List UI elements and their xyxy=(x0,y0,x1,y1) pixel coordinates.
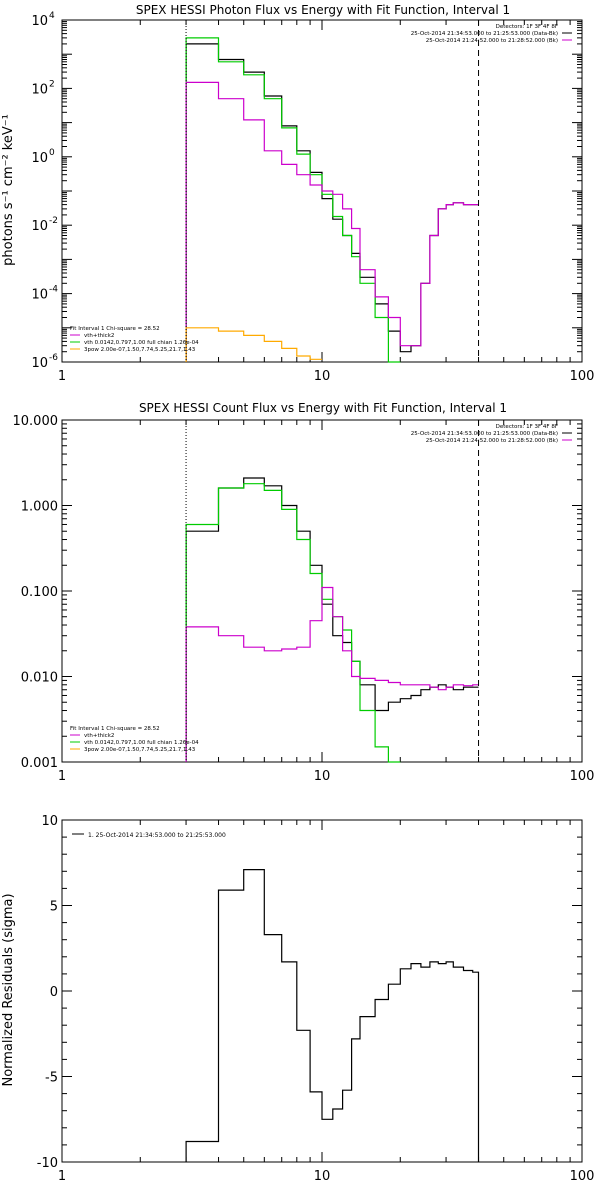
series-line-2 xyxy=(185,483,401,763)
legend-top-item: 25-Oct-2014 21:24:52.000 to 21:28:52.000… xyxy=(426,38,558,44)
x-tick-label: 100 xyxy=(570,369,595,384)
x-tick-label: 10 xyxy=(314,1169,331,1184)
y-tick-label-exponent: 4 xyxy=(49,11,55,21)
legend-bottom-item: 3pow 2.00e-07,1.50,7.74,5.25,21.7,1.43 xyxy=(84,747,196,753)
residual-legend-label: 1. 25-Oct-2014 21:34:53.000 to 21:25:53.… xyxy=(88,832,226,839)
panel-1-series xyxy=(185,37,479,363)
x-tick-label: 1 xyxy=(58,369,66,384)
x-tick-label: 100 xyxy=(570,769,595,784)
y-tick-label: 10 xyxy=(41,814,58,829)
legend-bottom-item: vth+thick2 xyxy=(84,333,114,339)
legend-bottom-item: 3pow 2.00e-07,1.50,7.74,5.25,21.7,1.43 xyxy=(84,347,196,353)
panel-residuals: 1 10 100 -10 -5 0 5 10 1. 25-Oct-2014 21:34:53… xyxy=(1,814,594,1184)
panel-1-x-tick-labels: 1 10 100 xyxy=(58,369,595,384)
legend-bottom-item: vth 0.0142,0.797,1.00 full chian 1.26e-0… xyxy=(84,740,199,746)
x-tick-label: 1 xyxy=(58,769,66,784)
y-tick-label: 10 xyxy=(31,82,48,97)
x-tick-label: 10 xyxy=(314,769,331,784)
y-tick-label-exponent: -2 xyxy=(49,216,58,226)
legend-bottom-item: Fit Interval 1 Chi-square = 28.52 xyxy=(70,326,160,332)
y-tick-label: 1.000 xyxy=(21,500,58,515)
panel-3-y-axis-label: Normalized Residuals (sigma) xyxy=(1,893,16,1086)
legend-top-item: Detectors: 1F 3F 4F 8F xyxy=(496,424,558,430)
panel-photon-flux: SPEX HESSI Photon Flux vs Energy with Fi… xyxy=(1,3,594,384)
legend-bottom-item: vth+thick2 xyxy=(84,733,114,739)
legend-top-item: Detectors: 1F 3F 4F 8F xyxy=(496,24,558,30)
panel-2-legend-bottom: Fit Interval 1 Chi-square = 28.52vth+thi… xyxy=(70,726,199,753)
series-line-4 xyxy=(185,327,322,362)
y-tick-label: 10 xyxy=(31,356,48,371)
y-tick-label: 0.010 xyxy=(21,671,58,686)
panel-2-x-tick-labels: 1 10 100 xyxy=(58,769,595,784)
y-tick-label: 10 xyxy=(31,288,48,303)
panel-1-y-axis-label: photons s⁻¹ cm⁻² keV⁻¹ xyxy=(1,114,16,266)
y-tick-label-exponent: -4 xyxy=(49,285,58,295)
y-tick-label: -10 xyxy=(37,1156,58,1171)
y-tick-label-exponent: -6 xyxy=(49,353,58,363)
legend-bottom-item: vth 0.0142,0.797,1.00 full chian 1.26e-0… xyxy=(84,340,199,346)
series-line-2 xyxy=(185,37,401,363)
panel-1-vlines xyxy=(185,20,480,362)
panel-count-flux: SPEX HESSI Count Flux vs Energy with Fit… xyxy=(13,401,595,784)
y-tick-label-exponent: 2 xyxy=(49,79,55,89)
series-line-3 xyxy=(185,81,479,362)
panel-3-y-tick-labels: -10 -5 0 5 10 xyxy=(37,814,58,1171)
panel-3-legend: 1. 25-Oct-2014 21:34:53.000 to 21:25:53.… xyxy=(72,832,226,839)
y-tick-label: 10 xyxy=(31,14,48,29)
panel-1-title: SPEX HESSI Photon Flux vs Energy with Fi… xyxy=(136,3,510,17)
y-tick-label: 0 xyxy=(50,985,58,1000)
legend-bottom-item: Fit Interval 1 Chi-square = 28.52 xyxy=(70,726,160,732)
panel-2-y-tick-labels: 0.001 0.010 0.100 1.000 10.000 xyxy=(13,414,59,771)
x-tick-label: 100 xyxy=(570,1169,595,1184)
y-tick-label: 0.001 xyxy=(21,756,58,771)
panel-1-ticks xyxy=(61,19,582,363)
y-tick-label-exponent: 0 xyxy=(49,148,55,158)
y-tick-label: 5 xyxy=(50,900,58,915)
y-tick-label: 10.000 xyxy=(13,414,59,429)
y-tick-label: 10 xyxy=(31,151,48,166)
y-tick-label: 0.100 xyxy=(21,585,58,600)
x-tick-label: 1 xyxy=(58,1169,66,1184)
panel-2-title: SPEX HESSI Count Flux vs Energy with Fit… xyxy=(139,401,507,415)
panel-2-series xyxy=(185,477,479,763)
panel-2-vlines xyxy=(185,420,480,762)
series-line-3 xyxy=(185,586,479,762)
series-line-1 xyxy=(185,869,480,1162)
y-tick-label: 10 xyxy=(31,219,48,234)
legend-top-item: 25-Oct-2014 21:34:53.000 to 21:25:53.000… xyxy=(411,431,558,437)
panel-3-series xyxy=(185,869,480,1162)
legend-top-item: 25-Oct-2014 21:34:53.000 to 21:25:53.000… xyxy=(411,31,558,37)
legend-top-item: 25-Oct-2014 21:24:52.000 to 21:28:52.000… xyxy=(426,438,558,444)
y-tick-label: -5 xyxy=(45,1071,58,1086)
panel-1-legend-bottom: Fit Interval 1 Chi-square = 28.52vth+thi… xyxy=(70,326,199,353)
panel-3-x-tick-labels: 1 10 100 xyxy=(58,1169,595,1184)
x-tick-label: 10 xyxy=(314,369,331,384)
